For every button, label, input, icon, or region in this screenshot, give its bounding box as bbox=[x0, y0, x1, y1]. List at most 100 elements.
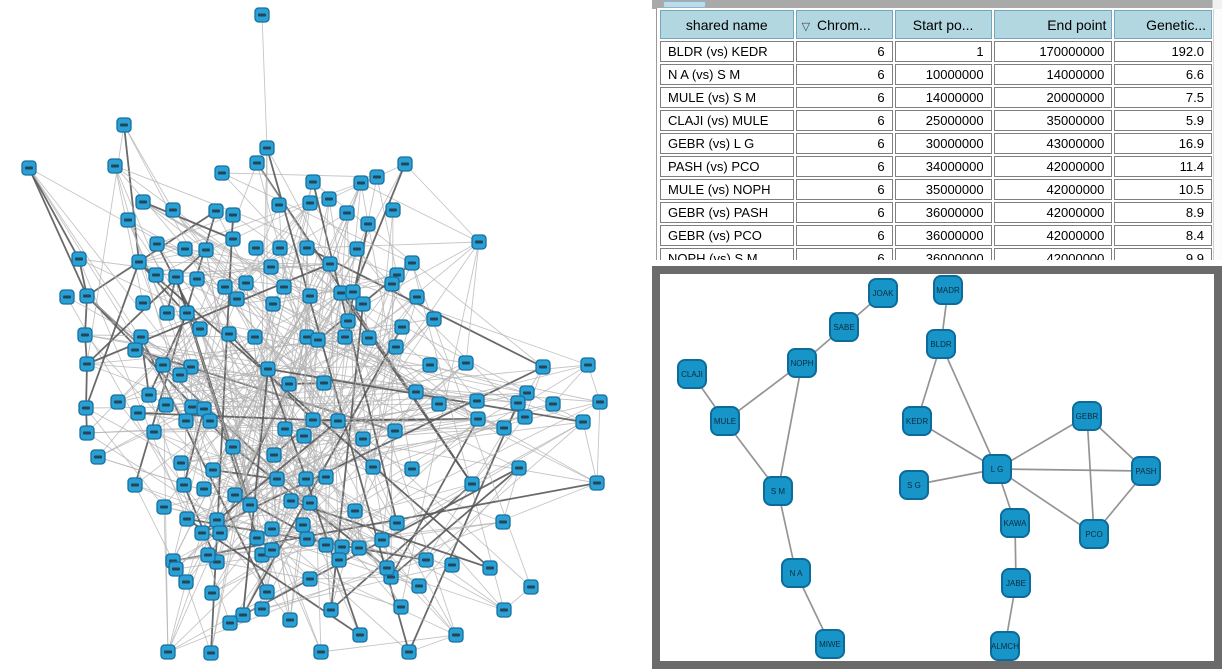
column-header[interactable]: Genetic... bbox=[1114, 10, 1212, 39]
table-cell[interactable]: 10000000 bbox=[894, 64, 992, 85]
table-cell[interactable]: MULE (vs) S M bbox=[660, 87, 794, 108]
table-cell[interactable]: 6 bbox=[795, 156, 893, 177]
network-edge bbox=[270, 266, 308, 338]
table-cell[interactable]: 20000000 bbox=[993, 87, 1113, 108]
table-cell[interactable]: CLAJI (vs) MULE bbox=[660, 110, 794, 131]
table-cell[interactable]: GEBR (vs) L G bbox=[660, 133, 794, 154]
table-cell[interactable]: 11.4 bbox=[1114, 156, 1212, 177]
network-node[interactable] bbox=[763, 476, 793, 506]
table-cell[interactable]: 43000000 bbox=[993, 133, 1113, 154]
table-cell[interactable]: MULE (vs) NOPH bbox=[660, 179, 794, 200]
network-node[interactable] bbox=[787, 348, 817, 378]
table-cell[interactable]: 42000000 bbox=[993, 225, 1113, 246]
network-node[interactable] bbox=[868, 278, 898, 308]
table-row[interactable]: GEBR (vs) PCO 6 36000000 42000000 8.4 bbox=[660, 225, 1212, 246]
node-label-smudge bbox=[160, 505, 168, 509]
table-cell[interactable]: 36000000 bbox=[894, 248, 992, 260]
table-cell[interactable]: 14000000 bbox=[993, 64, 1113, 85]
network-node[interactable] bbox=[933, 275, 963, 305]
table-cell[interactable]: 7.5 bbox=[1114, 87, 1212, 108]
table-cell[interactable]: PASH (vs) PCO bbox=[660, 156, 794, 177]
table-cell[interactable]: 9.9 bbox=[1114, 248, 1212, 260]
overview-network-canvas[interactable] bbox=[0, 0, 652, 669]
node-label-smudge bbox=[131, 348, 139, 352]
table-cell[interactable]: 6 bbox=[795, 41, 893, 62]
table-row[interactable]: MULE (vs) S M 6 14000000 20000000 7.5 bbox=[660, 87, 1212, 108]
table-cell[interactable]: 42000000 bbox=[993, 202, 1113, 223]
table-cell[interactable]: BLDR (vs) KEDR bbox=[660, 41, 794, 62]
table-cell[interactable]: 5.9 bbox=[1114, 110, 1212, 131]
column-header[interactable]: End point bbox=[993, 10, 1113, 39]
node-label-smudge bbox=[200, 487, 208, 491]
table-cell[interactable]: 36000000 bbox=[894, 202, 992, 223]
table-cell[interactable]: 42000000 bbox=[993, 248, 1113, 260]
table-cell[interactable]: 42000000 bbox=[993, 156, 1113, 177]
table-row[interactable]: CLAJI (vs) MULE 6 25000000 35000000 5.9 bbox=[660, 110, 1212, 131]
table-cell[interactable]: 35000000 bbox=[894, 179, 992, 200]
table-cell[interactable]: 6 bbox=[795, 202, 893, 223]
column-header[interactable]: shared name bbox=[660, 10, 794, 39]
table-cell[interactable]: 10.5 bbox=[1114, 179, 1212, 200]
table-cell[interactable]: NOPH (vs) S M bbox=[660, 248, 794, 260]
results-table: shared name ▽ Chrom... Start po... End point… bbox=[658, 8, 1214, 260]
network-node[interactable] bbox=[1072, 401, 1102, 431]
node-label-smudge bbox=[435, 402, 443, 406]
table-cell[interactable]: 6 bbox=[795, 179, 893, 200]
table-cell[interactable]: 42000000 bbox=[993, 179, 1113, 200]
table-cell[interactable]: 35000000 bbox=[993, 110, 1113, 131]
column-header[interactable]: Start po... bbox=[894, 10, 992, 39]
table-cell[interactable]: N A (vs) S M bbox=[660, 64, 794, 85]
network-node[interactable] bbox=[1001, 568, 1031, 598]
table-cell[interactable]: 6 bbox=[795, 64, 893, 85]
table-row[interactable]: GEBR (vs) L G 6 30000000 43000000 16.9 bbox=[660, 133, 1212, 154]
table-cell[interactable]: 6.6 bbox=[1114, 64, 1212, 85]
table-cell[interactable]: 6 bbox=[795, 110, 893, 131]
network-node[interactable] bbox=[899, 470, 929, 500]
table-row[interactable]: NOPH (vs) S M 6 36000000 42000000 9.9 bbox=[660, 248, 1212, 260]
detail-network-canvas[interactable]: JOAK SABE NOPH CLAJI MULE S M N A MIWE MADR BLDR K… bbox=[660, 274, 1214, 661]
network-node[interactable] bbox=[1131, 456, 1161, 486]
network-node[interactable] bbox=[1079, 519, 1109, 549]
table-cell[interactable]: 30000000 bbox=[894, 133, 992, 154]
table-cell[interactable]: 6 bbox=[795, 225, 893, 246]
filter-icon[interactable]: ▽ bbox=[801, 20, 811, 33]
network-node[interactable] bbox=[677, 359, 707, 389]
network-node[interactable] bbox=[990, 631, 1020, 661]
network-node[interactable] bbox=[1000, 508, 1030, 538]
table-cell[interactable]: 170000000 bbox=[993, 41, 1113, 62]
table-cell[interactable]: 192.0 bbox=[1114, 41, 1212, 62]
table-cell[interactable]: 25000000 bbox=[894, 110, 992, 131]
table-row[interactable]: N A (vs) S M 6 10000000 14000000 6.6 bbox=[660, 64, 1212, 85]
column-header[interactable]: ▽ Chrom... bbox=[795, 10, 893, 39]
network-node[interactable] bbox=[926, 329, 956, 359]
node-label-smudge bbox=[306, 201, 314, 205]
node-label-smudge bbox=[338, 545, 346, 549]
table-cell[interactable]: 14000000 bbox=[894, 87, 992, 108]
table-cell[interactable]: 8.9 bbox=[1114, 202, 1212, 223]
node-label-smudge bbox=[182, 419, 190, 423]
table-row[interactable]: BLDR (vs) KEDR 6 1 170000000 192.0 bbox=[660, 41, 1212, 62]
table-row[interactable]: MULE (vs) NOPH 6 35000000 42000000 10.5 bbox=[660, 179, 1212, 200]
table-vertical-scrollbar[interactable] bbox=[1213, 9, 1222, 260]
table-cell[interactable]: GEBR (vs) PCO bbox=[660, 225, 794, 246]
table-cell[interactable]: 6 bbox=[795, 248, 893, 260]
table-cell[interactable]: 34000000 bbox=[894, 156, 992, 177]
table-cell[interactable]: 1 bbox=[894, 41, 992, 62]
network-node[interactable] bbox=[710, 406, 740, 436]
table-cell[interactable]: 16.9 bbox=[1114, 133, 1212, 154]
table-cell[interactable]: 8.4 bbox=[1114, 225, 1212, 246]
scrollbar-thumb[interactable] bbox=[663, 1, 706, 8]
network-node[interactable] bbox=[781, 558, 811, 588]
network-node[interactable] bbox=[982, 454, 1012, 484]
network-node[interactable] bbox=[902, 406, 932, 436]
table-row[interactable]: PASH (vs) PCO 6 34000000 42000000 11.4 bbox=[660, 156, 1212, 177]
table-cell[interactable]: GEBR (vs) PASH bbox=[660, 202, 794, 223]
node-label-smudge bbox=[299, 523, 307, 527]
network-node[interactable] bbox=[829, 312, 859, 342]
table-cell[interactable]: 6 bbox=[795, 87, 893, 108]
table-cell[interactable]: 36000000 bbox=[894, 225, 992, 246]
table-row[interactable]: GEBR (vs) PASH 6 36000000 42000000 8.9 bbox=[660, 202, 1212, 223]
network-edge bbox=[221, 172, 413, 264]
network-node[interactable] bbox=[815, 629, 845, 659]
table-cell[interactable]: 6 bbox=[795, 133, 893, 154]
